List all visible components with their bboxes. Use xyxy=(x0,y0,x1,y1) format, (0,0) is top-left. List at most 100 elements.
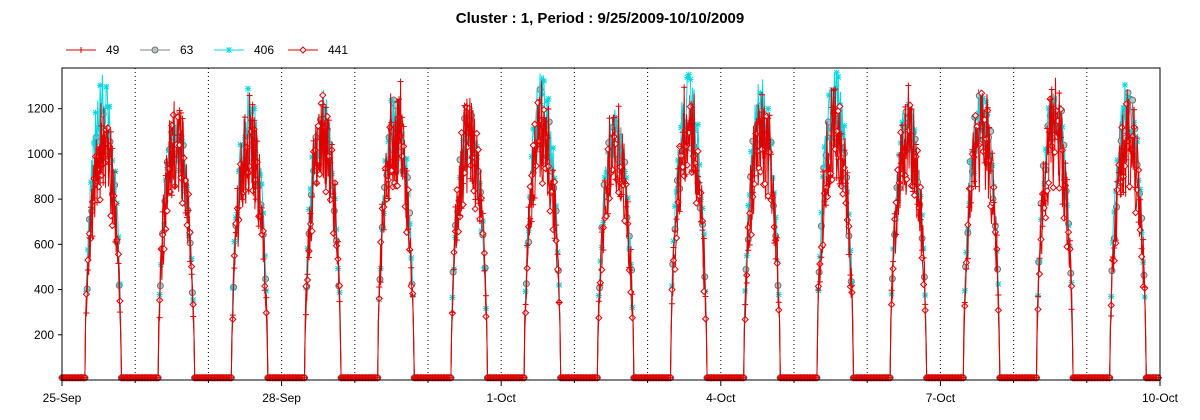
marker-diamond xyxy=(453,186,461,194)
marker-diamond xyxy=(694,147,702,155)
marker-diamond xyxy=(299,46,307,54)
marker-diamond xyxy=(521,309,530,317)
marker-star xyxy=(826,92,832,99)
marker-diamond xyxy=(1055,184,1064,192)
chart-title: Cluster : 1, Period : 9/25/2009-10/10/20… xyxy=(455,10,745,27)
marker-diamond xyxy=(967,184,975,193)
marker-diamond xyxy=(302,282,310,291)
marker-star xyxy=(522,288,529,295)
marker-diamond xyxy=(326,196,335,204)
marker-diamond xyxy=(82,290,91,298)
marker-diamond xyxy=(322,188,330,196)
marker-star xyxy=(765,105,771,112)
marker-diamond xyxy=(262,309,271,317)
marker-diamond xyxy=(1113,186,1122,194)
marker-diamond xyxy=(546,207,554,215)
series-layer xyxy=(58,69,1163,382)
legend-label: 63 xyxy=(180,43,194,57)
marker-star xyxy=(231,238,238,245)
marker-star xyxy=(237,141,244,148)
marker-star xyxy=(685,71,692,78)
marker-star xyxy=(833,69,840,76)
marker-diamond xyxy=(836,102,844,111)
marker-diamond xyxy=(377,238,385,246)
marker-star xyxy=(818,209,825,216)
series-49 xyxy=(59,77,1162,381)
marker-star xyxy=(911,126,918,133)
marker-star xyxy=(541,78,547,84)
marker-star xyxy=(1120,105,1127,111)
marker-diamond xyxy=(471,205,479,213)
marker-star xyxy=(835,74,842,80)
marker-star xyxy=(476,180,483,187)
marker-star xyxy=(687,76,694,83)
marker-star xyxy=(478,228,485,234)
marker-star xyxy=(388,97,395,104)
marker-star xyxy=(983,99,990,106)
marker-star xyxy=(547,153,553,160)
marker-star xyxy=(841,122,848,129)
marker-diamond xyxy=(1049,183,1057,192)
marker-diamond xyxy=(178,199,187,207)
marker-diamond xyxy=(839,190,847,198)
marker-star xyxy=(539,91,546,98)
legend-label: 406 xyxy=(254,43,274,57)
marker-star xyxy=(695,121,701,128)
grid xyxy=(134,68,1088,380)
marker-diamond xyxy=(964,221,972,229)
marker-star xyxy=(618,148,625,154)
marker-diamond xyxy=(692,199,701,207)
marker-diamond xyxy=(1067,282,1076,290)
marker-diamond xyxy=(450,248,458,257)
series-line xyxy=(62,77,1160,379)
marker-diamond xyxy=(1037,235,1045,244)
marker-star xyxy=(1122,82,1128,88)
marker-diamond xyxy=(889,265,897,273)
marker-star xyxy=(229,285,236,292)
marker-diamond xyxy=(108,221,117,230)
marker-diamond xyxy=(700,287,708,296)
marker-diamond xyxy=(1060,214,1068,222)
marker-diamond xyxy=(531,120,539,128)
marker-diamond xyxy=(1034,305,1042,314)
marker-diamond xyxy=(482,312,490,321)
marker-circle xyxy=(1129,96,1137,104)
marker-diamond xyxy=(474,146,483,154)
legend-entry-406: 406 xyxy=(214,43,274,57)
marker-diamond xyxy=(628,314,637,322)
marker-diamond xyxy=(532,162,540,170)
marker-diamond xyxy=(977,89,986,97)
marker-diamond xyxy=(971,111,980,120)
marker-diamond xyxy=(1044,179,1053,187)
legend-label: 441 xyxy=(328,43,348,57)
legend-entry-49: 49 xyxy=(66,43,120,57)
marker-diamond xyxy=(319,91,327,99)
marker-diamond xyxy=(163,207,171,215)
marker-star xyxy=(103,84,110,90)
marker-diamond xyxy=(1041,214,1050,222)
marker-star xyxy=(1125,94,1131,101)
marker-diamond xyxy=(459,200,467,209)
legend: 49 63 406 441 xyxy=(66,43,348,57)
marker-star xyxy=(245,85,251,92)
marker-diamond xyxy=(553,265,562,274)
marker-diamond xyxy=(1125,182,1134,191)
marker-diamond xyxy=(538,179,547,188)
marker-star xyxy=(306,206,312,213)
marker-diamond xyxy=(819,241,827,249)
marker-diamond xyxy=(1048,142,1056,150)
marker-star xyxy=(550,145,556,151)
marker-diamond xyxy=(393,182,402,190)
marker-diamond xyxy=(816,260,824,268)
legend-label: 49 xyxy=(106,43,120,57)
marker-diamond xyxy=(529,141,537,150)
marker-diamond xyxy=(479,229,487,238)
marker-star xyxy=(92,109,99,116)
legend-entry-63: 63 xyxy=(140,43,194,57)
marker-diamond xyxy=(761,180,769,188)
marker-diamond xyxy=(1131,208,1140,217)
marker-diamond xyxy=(756,168,765,176)
marker-diamond xyxy=(335,281,344,290)
marker-diamond xyxy=(916,183,925,191)
